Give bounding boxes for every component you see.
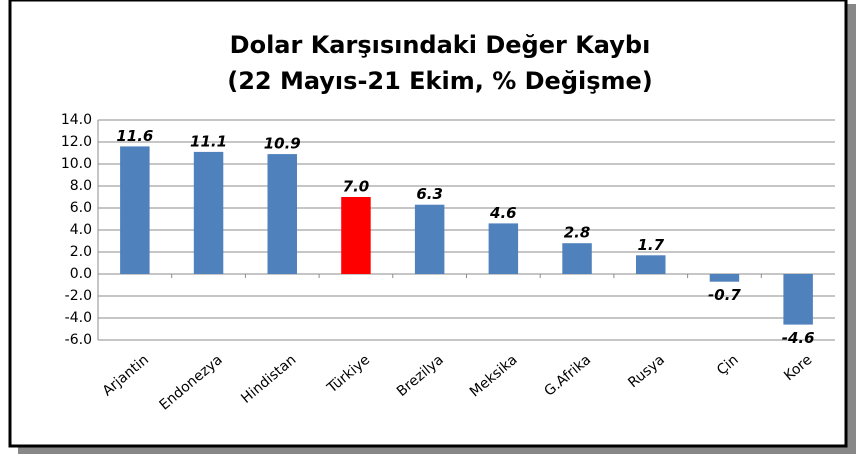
data-label: 11.6 <box>116 127 153 145</box>
bar <box>341 197 371 274</box>
y-tick-label: -2.0 <box>65 288 92 304</box>
chart-title: Dolar Karşısındaki Değer Kaybı <box>230 31 651 59</box>
bar <box>783 274 813 325</box>
bar <box>267 154 297 274</box>
data-label: 10.9 <box>264 135 301 153</box>
data-label: 4.6 <box>489 204 517 222</box>
data-label: 1.7 <box>637 236 664 254</box>
data-label: -0.7 <box>708 286 741 304</box>
bar <box>193 151 224 274</box>
bar <box>414 204 445 274</box>
bar <box>120 146 150 274</box>
y-tick-label: 6.0 <box>70 200 92 216</box>
y-tick-label: 8.0 <box>70 178 92 194</box>
y-tick-label: 0.0 <box>70 266 92 282</box>
y-tick-label: 4.0 <box>70 222 92 238</box>
data-label: 7.0 <box>343 178 370 196</box>
data-label: 11.1 <box>190 132 227 150</box>
bar <box>636 255 666 274</box>
bar <box>709 274 740 282</box>
y-tick-label: 14.0 <box>61 112 92 128</box>
bar <box>562 243 592 274</box>
chart-subtitle: (22 Mayıs-21 Ekim, % Değişme) <box>227 67 653 95</box>
y-tick-label: 10.0 <box>61 156 92 172</box>
y-tick-label: 2.0 <box>70 244 92 260</box>
data-label: -4.6 <box>782 329 815 347</box>
y-tick-label: 12.0 <box>61 134 92 150</box>
y-tick-label: -4.0 <box>65 310 92 326</box>
bar <box>488 223 519 274</box>
data-label: 2.8 <box>564 224 591 242</box>
y-tick-label: -6.0 <box>65 332 92 348</box>
data-label: 6.3 <box>416 185 443 203</box>
